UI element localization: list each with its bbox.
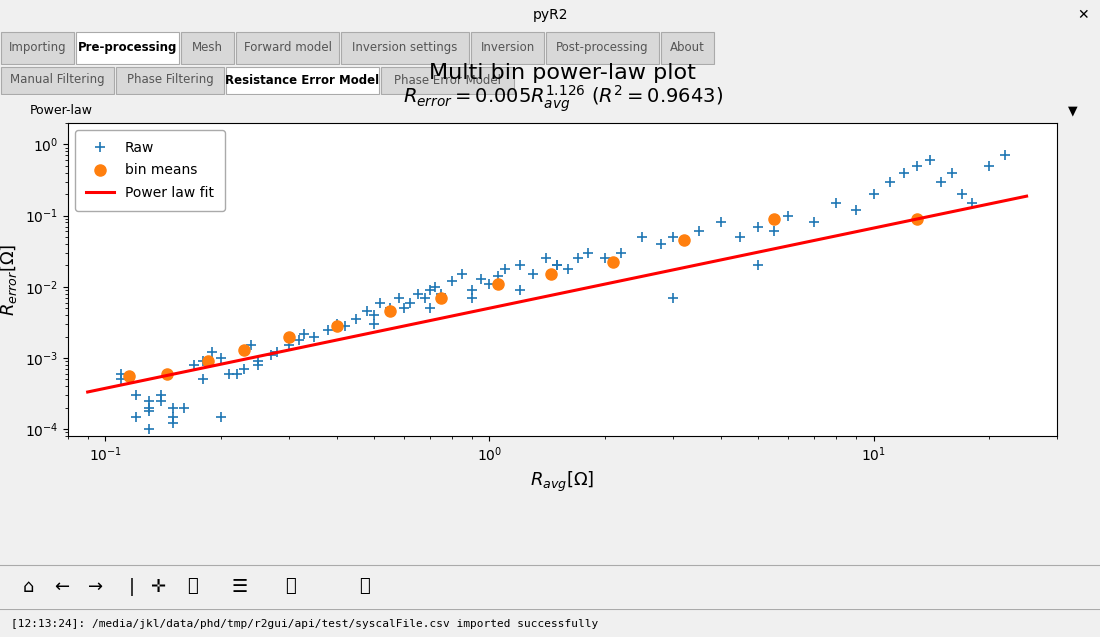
bin means <box>122 373 135 380</box>
Text: ✕: ✕ <box>1077 8 1089 22</box>
bin means <box>491 280 504 288</box>
bin means <box>238 346 251 354</box>
bin means <box>201 357 214 365</box>
Raw <box>807 218 821 226</box>
Power law fit <box>637 272 650 280</box>
Raw <box>751 262 764 269</box>
Power law fit <box>85 387 98 395</box>
Power law fit <box>81 388 95 396</box>
FancyBboxPatch shape <box>1 32 74 64</box>
Y-axis label: $R_{error}[\Omega]$: $R_{error}[\Omega]$ <box>0 243 19 316</box>
Text: Post-processing: Post-processing <box>557 41 649 54</box>
Line: Power law fit: Power law fit <box>88 196 1026 392</box>
FancyBboxPatch shape <box>182 32 234 64</box>
bin means <box>434 294 448 301</box>
Raw <box>197 357 210 365</box>
Text: $\mathit{R}_{error} = 0.005\mathit{R}_{avg}^{1.126}$ ($R^2 = 0.9643$): $\mathit{R}_{error} = 0.005\mathit{R}_{a… <box>403 83 723 114</box>
bin means <box>161 370 174 378</box>
Power law fit <box>932 211 945 218</box>
Raw <box>411 290 425 297</box>
Power law fit <box>872 223 886 231</box>
bin means <box>607 259 620 266</box>
bin means <box>676 236 690 244</box>
Power law fit <box>1020 192 1033 200</box>
bin means <box>282 333 295 340</box>
bin means <box>911 215 924 223</box>
FancyBboxPatch shape <box>76 32 179 64</box>
Text: Manual Filtering: Manual Filtering <box>10 73 104 87</box>
Text: Power-law: Power-law <box>30 104 92 117</box>
Line: Raw: Raw <box>117 150 1010 434</box>
Text: ☰: ☰ <box>232 578 249 596</box>
Text: Importing: Importing <box>9 41 66 54</box>
FancyBboxPatch shape <box>236 32 339 64</box>
Raw <box>282 341 295 349</box>
Text: About: About <box>670 41 705 54</box>
Raw <box>561 265 574 273</box>
Raw <box>999 152 1012 159</box>
Text: Phase Error Model: Phase Error Model <box>394 73 501 87</box>
Text: Mesh: Mesh <box>192 41 223 54</box>
Text: Pre-processing: Pre-processing <box>78 41 177 54</box>
Text: Inversion settings: Inversion settings <box>352 41 458 54</box>
FancyBboxPatch shape <box>471 32 544 64</box>
Line: bin means: bin means <box>123 213 923 382</box>
Text: 〜: 〜 <box>285 578 296 596</box>
Text: ←: ← <box>54 578 69 596</box>
Text: ▼: ▼ <box>1068 104 1077 117</box>
Text: Resistance Error Model: Resistance Error Model <box>226 73 380 87</box>
Text: pyR2: pyR2 <box>532 8 568 22</box>
Power law fit <box>656 268 669 276</box>
FancyBboxPatch shape <box>381 67 514 94</box>
FancyBboxPatch shape <box>1 67 114 94</box>
Text: [12:13:24]: /media/jkl/data/phd/tmp/r2gui/api/test/syscalFile.csv imported succe: [12:13:24]: /media/jkl/data/phd/tmp/r2gu… <box>11 619 598 629</box>
Text: 💾: 💾 <box>360 578 371 596</box>
bin means <box>544 271 558 278</box>
FancyBboxPatch shape <box>341 32 469 64</box>
bin means <box>383 308 396 315</box>
Text: Multi bin power-law plot: Multi bin power-law plot <box>429 63 696 83</box>
FancyBboxPatch shape <box>661 32 714 64</box>
Power law fit <box>640 271 653 279</box>
Text: ⌂: ⌂ <box>22 578 34 596</box>
FancyBboxPatch shape <box>226 67 380 94</box>
Raw <box>114 370 128 378</box>
Text: Inversion: Inversion <box>481 41 535 54</box>
bin means <box>330 322 343 330</box>
FancyBboxPatch shape <box>116 67 224 94</box>
Text: 🔍: 🔍 <box>187 578 197 596</box>
Raw <box>374 299 387 306</box>
Text: Forward model: Forward model <box>243 41 331 54</box>
Raw <box>142 426 155 433</box>
FancyBboxPatch shape <box>546 32 659 64</box>
X-axis label: $R_{avg}[\Omega]$: $R_{avg}[\Omega]$ <box>530 470 595 494</box>
Text: Phase Filtering: Phase Filtering <box>126 73 213 87</box>
Text: ✛: ✛ <box>151 578 166 596</box>
Legend: Raw, bin means, Power law fit: Raw, bin means, Power law fit <box>75 130 226 211</box>
bin means <box>768 215 781 223</box>
Text: |: | <box>129 578 135 596</box>
Text: →: → <box>88 578 103 596</box>
